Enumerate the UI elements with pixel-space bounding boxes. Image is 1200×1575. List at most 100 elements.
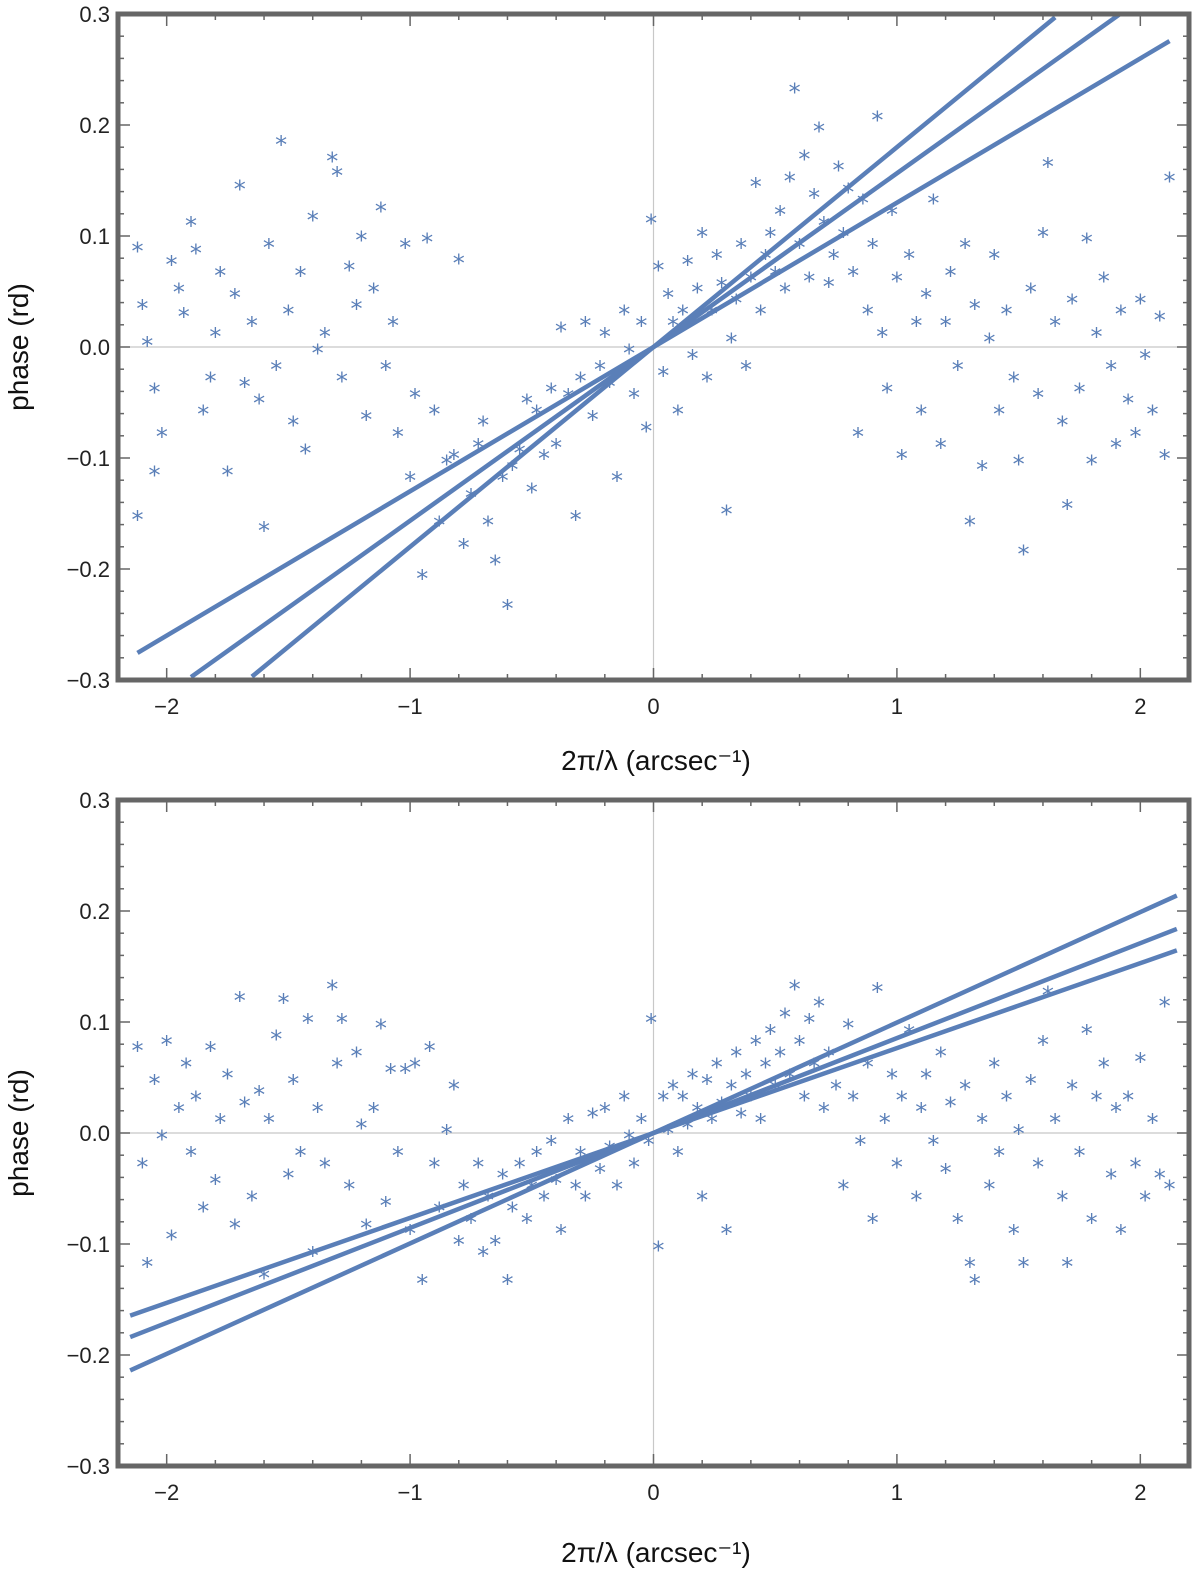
data-point: * <box>501 595 513 623</box>
data-point: * <box>416 565 428 593</box>
data-point: * <box>185 1142 197 1170</box>
data-point: * <box>197 401 209 429</box>
data-point: * <box>691 279 703 307</box>
data-point: * <box>287 1070 299 1098</box>
data-point: * <box>789 976 801 1004</box>
data-point: * <box>1146 401 1158 429</box>
fit-line <box>136 39 1171 655</box>
data-point: * <box>190 240 202 268</box>
x-tick-label: −2 <box>154 1480 179 1505</box>
data-point: * <box>896 1087 908 1115</box>
data-point: * <box>735 1103 747 1131</box>
data-point: * <box>1008 1220 1020 1248</box>
data-point: * <box>784 168 796 196</box>
data-point: * <box>312 1098 324 1126</box>
data-point: * <box>657 1087 669 1115</box>
data-point: * <box>867 234 879 262</box>
data-point: * <box>725 328 737 356</box>
data-point: * <box>131 1037 143 1065</box>
data-point: * <box>1032 1153 1044 1181</box>
data-point: * <box>852 423 864 451</box>
data-point: * <box>1061 495 1073 523</box>
data-point: * <box>1066 290 1078 318</box>
data-point: * <box>645 210 657 238</box>
data-point: * <box>599 1098 611 1126</box>
data-point: * <box>343 1176 355 1204</box>
data-point: * <box>360 406 372 434</box>
data-point: * <box>618 1087 630 1115</box>
data-point: * <box>964 512 976 540</box>
data-point: * <box>1086 1209 1098 1237</box>
data-point: * <box>759 1053 771 1081</box>
data-point: * <box>307 206 319 234</box>
data-point: * <box>686 345 698 373</box>
data-point: * <box>141 332 153 360</box>
data-point: * <box>1122 390 1134 418</box>
data-point: * <box>416 1270 428 1298</box>
plot-frame <box>115 11 1192 683</box>
data-point: * <box>545 1131 557 1159</box>
data-point: * <box>263 234 275 262</box>
data-point: * <box>1032 384 1044 412</box>
data-point: * <box>832 156 844 184</box>
data-point: * <box>1139 1187 1151 1215</box>
data-point: * <box>331 162 343 190</box>
data-point: * <box>433 1198 445 1226</box>
data-point: * <box>1000 301 1012 329</box>
data-point: * <box>222 462 234 490</box>
data-point: * <box>161 1031 173 1059</box>
data-point: * <box>295 1142 307 1170</box>
data-point: * <box>421 229 433 257</box>
data-point: * <box>764 1020 776 1048</box>
y-tick-label: 0.3 <box>79 788 110 813</box>
data-point: * <box>428 1153 440 1181</box>
data-point: * <box>385 1059 397 1087</box>
data-point: * <box>711 245 723 273</box>
data-point: * <box>579 312 591 340</box>
data-point: * <box>672 401 684 429</box>
data-point: * <box>1105 356 1117 384</box>
data-point: * <box>701 367 713 395</box>
data-point: * <box>1037 223 1049 251</box>
data-point: * <box>562 1109 574 1137</box>
data-point: * <box>173 279 185 307</box>
data-point: * <box>1115 301 1127 329</box>
data-point: * <box>1073 1142 1085 1170</box>
data-point: * <box>387 312 399 340</box>
data-point: * <box>1049 312 1061 340</box>
data-point: * <box>521 1209 533 1237</box>
y-tick-label: 0.1 <box>79 1010 110 1035</box>
data-point: * <box>652 1237 664 1265</box>
data-point: * <box>896 445 908 473</box>
data-point: * <box>976 1109 988 1137</box>
x-tick-label: 1 <box>891 1480 903 1505</box>
data-point: * <box>920 284 932 312</box>
data-point: * <box>813 118 825 146</box>
data-point: * <box>222 1065 234 1093</box>
y-tick-label: 0.2 <box>79 113 110 138</box>
data-point: * <box>204 1037 216 1065</box>
data-point: * <box>940 1159 952 1187</box>
data-point: * <box>876 323 888 351</box>
data-point: * <box>959 1076 971 1104</box>
data-point: * <box>448 1076 460 1104</box>
data-point: * <box>514 1153 526 1181</box>
data-point: * <box>696 1187 708 1215</box>
data-point: * <box>721 1220 733 1248</box>
data-point: * <box>903 245 915 273</box>
data-point: * <box>441 1120 453 1148</box>
data-point: * <box>380 356 392 384</box>
data-point: * <box>190 1087 202 1115</box>
data-point: * <box>635 312 647 340</box>
data-point: * <box>1091 1087 1103 1115</box>
data-point: * <box>750 173 762 201</box>
data-point: * <box>740 1065 752 1093</box>
data-point: * <box>136 1153 148 1181</box>
data-point: * <box>1037 1031 1049 1059</box>
data-point: * <box>881 378 893 406</box>
data-point: * <box>1154 1164 1166 1192</box>
data-point: * <box>355 1114 367 1142</box>
y-tick-label: 0.0 <box>79 1121 110 1146</box>
data-point: * <box>837 1176 849 1204</box>
